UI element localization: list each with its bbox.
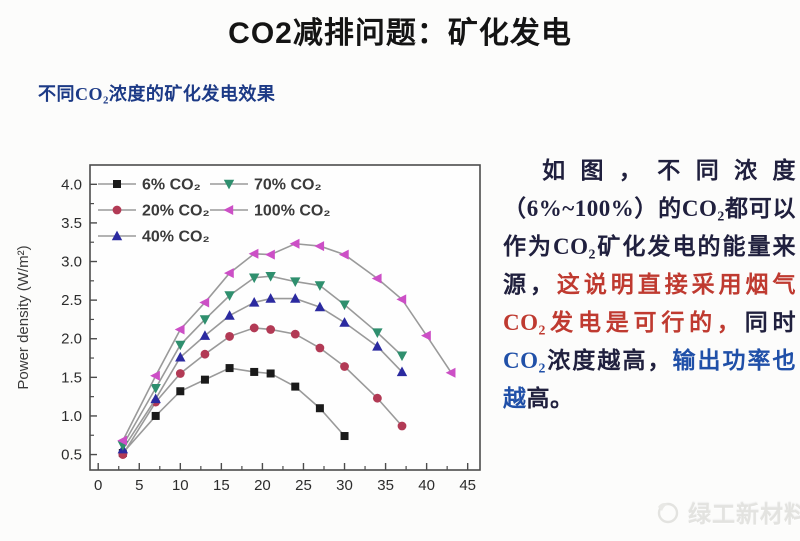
legend-item: 40% CO₂ [98,229,210,246]
legend-item: 6% CO₂ [98,177,201,194]
y-tick-label: 3.5 [61,215,82,232]
x-tick-label: 0 [94,477,102,494]
watermark: 绿工新材料 [652,490,800,534]
legend-item: 20% CO₂ [98,203,210,220]
chart-canvas: 0 5 10 15 20 25 30 35 40 45 0.5 1.0 1.5 2.0 2.5 3.0 3.5 4… [15,164,481,494]
axes: 0 5 10 15 20 25 30 35 40 45 0.5 1.0 1.5 2.0 2.5 3.0 3.5 4… [61,176,476,494]
paragraph-segment: 输出功率也越 [503,348,797,411]
legend-label: 70% CO₂ [254,177,322,194]
paragraph-segment: 如图，不同浓度（6%~100%）的CO₂都可以作为CO₂矿化发电的能量来源， [503,158,796,297]
watermark-text: 绿工新材料 [688,501,800,527]
paragraph-segment: 这说明直接采用烟气CO₂发电是可行的， [503,272,797,335]
paragraph-segment: 高。 [526,386,574,411]
legend-label: 100% CO₂ [254,203,330,220]
explain-paragraph: 如图，不同浓度（6%~100%）的CO₂都可以作为CO₂矿化发电的能量来源，这说… [503,152,796,418]
y-tick-label: 2.5 [61,292,82,309]
x-tick-label: 35 [377,477,394,494]
y-tick-label: 4.0 [61,176,82,193]
y-tick-label: 0.5 [61,447,82,464]
paragraph-segment: 同时 [744,310,796,335]
power-density-chart: 0 5 10 15 20 25 30 35 40 45 0.5 1.0 1.5 2.0 2.5 3.0 3.5 4… [14,148,500,500]
x-tick-label: 40 [418,477,435,494]
y-axis-title: Power density (W/m²) [15,245,32,389]
brand-logo-icon [657,502,679,524]
y-tick-label: 1.5 [61,369,82,386]
legend-label: 40% CO₂ [142,229,210,246]
legend-label: 20% CO₂ [142,203,210,220]
x-tick-label: 20 [254,477,271,494]
paragraph-segment: 浓度越高， [545,348,673,373]
y-tick-label: 1.0 [61,408,82,425]
y-tick-label: 3.0 [61,254,82,271]
series-70pct [117,271,408,451]
series-40pct [117,293,408,454]
series-100pct [117,238,456,446]
x-tick-label: 25 [295,477,312,494]
figure-caption: 不同CO₂浓度的矿化发电效果 [38,84,276,104]
y-tick-label: 2.0 [61,331,82,348]
legend-label: 6% CO₂ [142,177,201,194]
x-tick-label: 45 [459,477,476,494]
page-title: CO2减排问题：矿化发电 [228,17,572,50]
x-tick-label: 10 [172,477,189,494]
legend-item: 70% CO₂ [210,177,322,194]
legend-item: 100% CO₂ [210,203,330,220]
legend: 6% CO₂ 20% CO₂ 40% CO₂ 70% CO₂ 100% CO₂ [98,177,330,246]
series-20pct [118,323,407,459]
paragraph-segment: CO₂ [503,348,546,373]
x-tick-label: 15 [213,477,230,494]
x-tick-label: 5 [135,477,143,494]
x-tick-label: 30 [336,477,353,494]
